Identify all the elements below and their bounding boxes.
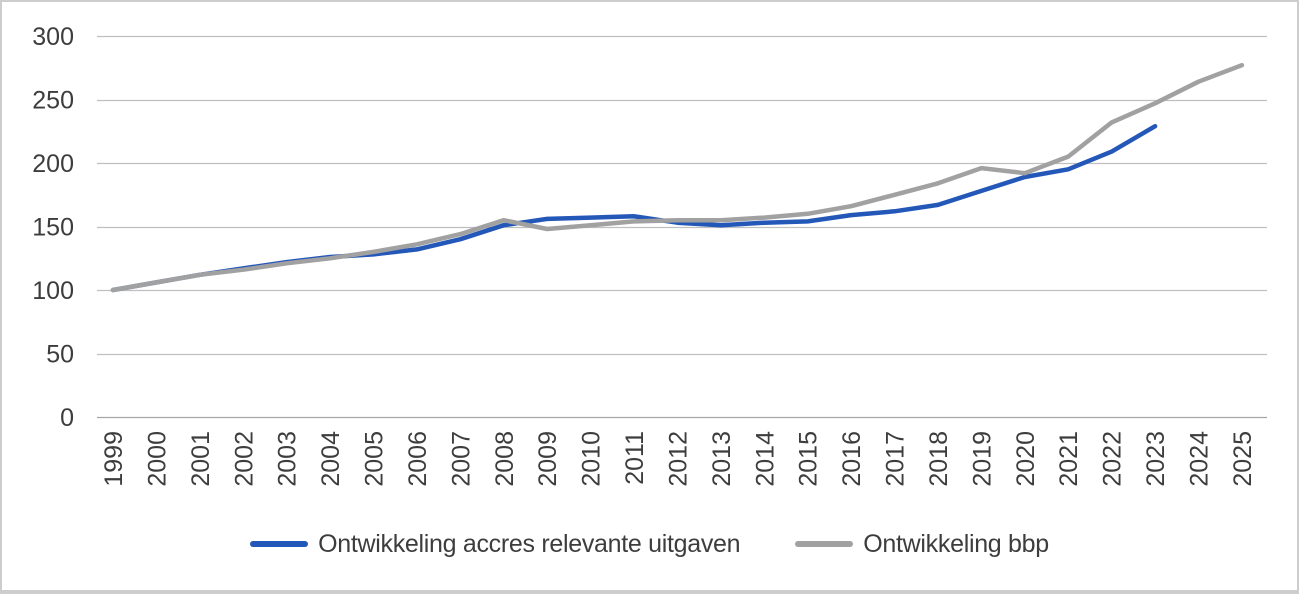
x-tick-label: 2020 (1012, 431, 1040, 487)
y-tick-label: 250 (32, 87, 74, 115)
chart-legend: Ontwikkeling accres relevante uitgaven O… (2, 522, 1297, 566)
x-tick-label: 2009 (534, 431, 562, 487)
legend-item-bbp: Ontwikkeling bbp (795, 530, 1049, 559)
x-tick-label: 2001 (187, 431, 215, 487)
x-tick-label: 2018 (925, 431, 953, 487)
x-tick-label: 2000 (143, 431, 171, 487)
x-tick-label: 2022 (1099, 431, 1127, 487)
x-tick-label: 2012 (664, 431, 692, 487)
x-tick-label: 2025 (1229, 431, 1257, 487)
x-tick-label: 2006 (404, 431, 432, 487)
x-tick-label: 2014 (751, 431, 779, 487)
x-tick-label: 2021 (1055, 431, 1083, 487)
x-tick-label: 2023 (1142, 431, 1170, 487)
chart-plot-area: 0 50 100 150 200 250 300 1999 2000 2001 2002 2003 20… (32, 23, 1267, 487)
x-tick-label: 2002 (230, 431, 258, 487)
legend-swatch-accres-line (250, 541, 309, 547)
x-tick-label: 2013 (708, 431, 736, 487)
y-tick-label: 150 (32, 214, 74, 242)
y-tick-label: 50 (46, 341, 74, 369)
legend-swatch-bbp-line (795, 541, 854, 547)
series-line-bbp (110, 62, 1245, 293)
y-tick-label: 100 (32, 277, 74, 305)
x-tick-label: 2017 (882, 431, 910, 487)
x-tick-label: 2015 (795, 431, 823, 487)
x-tick-label: 2008 (491, 431, 519, 487)
x-tick-label: 2019 (968, 431, 996, 487)
x-tick-label: 2016 (838, 431, 866, 487)
x-tick-label: 1999 (100, 431, 128, 487)
y-tick-label: 300 (32, 23, 74, 51)
x-tick-label: 2005 (361, 431, 389, 487)
y-tick-label: 200 (32, 150, 74, 178)
x-tick-label: 2007 (447, 431, 475, 487)
y-tick-label: 0 (60, 404, 74, 432)
legend-label-accres: Ontwikkeling accres relevante uitgaven (318, 529, 741, 558)
x-tick-label: 2010 (578, 431, 606, 487)
x-tick-label: 2011 (621, 431, 649, 485)
legend-item-accres: Ontwikkeling accres relevante uitgaven (250, 529, 741, 559)
x-tick-label: 2024 (1186, 431, 1214, 487)
legend-label-bbp: Ontwikkeling bbp (863, 529, 1049, 558)
x-tick-label: 2004 (317, 431, 345, 487)
x-tick-label: 2003 (274, 431, 302, 487)
